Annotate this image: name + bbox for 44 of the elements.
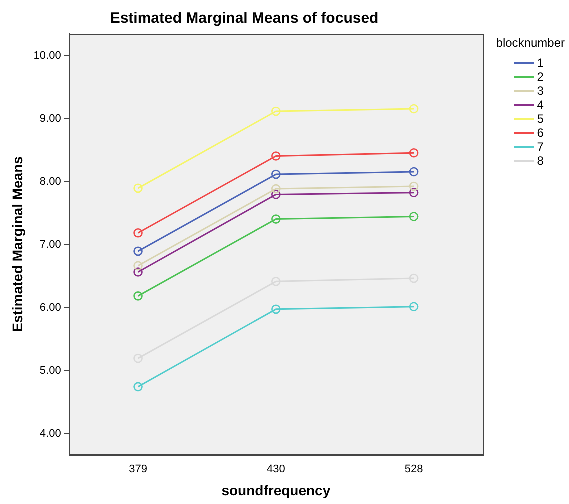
y-tick-label: 6.00 xyxy=(40,302,62,314)
legend-label: 7 xyxy=(537,140,544,154)
x-tick-label: 430 xyxy=(266,464,286,476)
point xyxy=(134,228,143,238)
y-tick-label: 9.00 xyxy=(40,113,62,126)
y-tick-label: 7.00 xyxy=(40,239,62,252)
point xyxy=(272,184,281,194)
point xyxy=(272,170,281,180)
x-tick-label: 379 xyxy=(129,464,148,476)
point xyxy=(409,182,419,192)
point xyxy=(272,106,281,116)
y-tick-label: 10.00 xyxy=(34,50,62,62)
point xyxy=(134,246,143,256)
legend-label: 1 xyxy=(537,56,544,70)
point xyxy=(134,292,143,301)
legend-label: 4 xyxy=(537,98,544,112)
y-tick-label: 8.00 xyxy=(40,176,62,188)
legend-label: 5 xyxy=(537,112,544,126)
point xyxy=(409,188,419,198)
y-axis-title: Estimated Marginal Means xyxy=(9,156,26,332)
point xyxy=(409,148,419,158)
legend-label: 3 xyxy=(537,84,544,98)
point xyxy=(409,104,419,114)
point xyxy=(272,214,281,224)
y-tick-label: 5.00 xyxy=(40,365,62,378)
x-tick-label: 528 xyxy=(404,464,424,476)
point xyxy=(409,167,419,177)
point xyxy=(134,268,143,277)
point xyxy=(134,354,143,364)
point xyxy=(272,304,281,314)
point xyxy=(409,212,419,222)
legend-label: 6 xyxy=(537,126,544,140)
legend-label: 2 xyxy=(537,70,544,84)
point xyxy=(134,261,143,271)
point xyxy=(272,152,281,161)
point xyxy=(409,302,419,312)
legend-label: 8 xyxy=(537,154,544,168)
point xyxy=(272,190,281,200)
y-tick-label: 4.00 xyxy=(40,428,62,440)
point xyxy=(134,382,143,392)
point xyxy=(134,184,143,194)
chart-title: Estimated Marginal Means of focused xyxy=(110,10,379,28)
x-axis-title: soundfrequency xyxy=(222,482,331,498)
legend-title: blocknumber xyxy=(496,36,565,50)
